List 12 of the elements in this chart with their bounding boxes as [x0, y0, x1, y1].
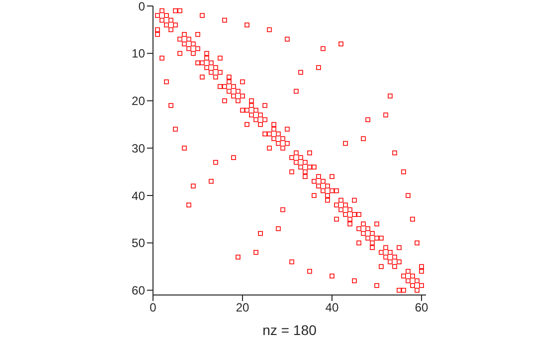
y-tick-label: 40 [132, 188, 146, 203]
x-tick-label: 60 [414, 300, 429, 315]
x-axis-title: nz = 180 [262, 322, 317, 337]
y-tick-label: 50 [132, 236, 146, 250]
x-tick-label: 40 [325, 300, 340, 315]
x-tick-label: 0 [150, 300, 157, 315]
y-tick-label: 20 [132, 94, 146, 108]
x-tick-label: 20 [236, 300, 250, 315]
y-tick-label: 0 [138, 0, 146, 14]
y-tick-label: 10 [132, 46, 146, 61]
y-tick-label: 60 [132, 284, 146, 298]
y-tick-label: 30 [132, 141, 146, 156]
